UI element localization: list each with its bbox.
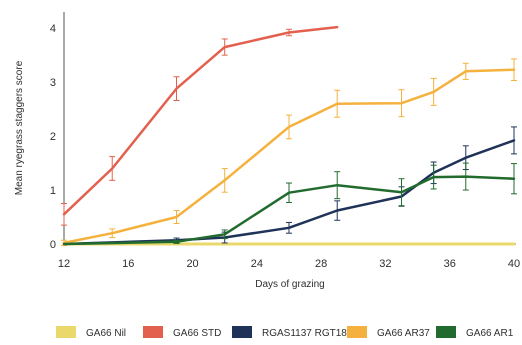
x-tick-label: 16 bbox=[122, 258, 134, 270]
x-tick-label: 12 bbox=[58, 258, 70, 270]
x-axis-title: Days of grazing bbox=[255, 279, 324, 290]
error-bar bbox=[109, 228, 116, 239]
y-axis-title: Mean ryegrass staggers score bbox=[14, 60, 25, 195]
error-bar bbox=[221, 229, 228, 240]
series-group bbox=[61, 25, 339, 226]
error-bar bbox=[173, 76, 180, 101]
axes-group bbox=[63, 12, 516, 245]
error-bar bbox=[109, 156, 116, 181]
error-bar bbox=[511, 58, 517, 82]
legend-label: GA66 AR37 bbox=[377, 328, 430, 339]
legend-item: GA66 STD bbox=[143, 326, 221, 339]
x-tick-label: 28 bbox=[315, 258, 327, 270]
error-bar bbox=[398, 89, 405, 118]
legend-swatch bbox=[143, 326, 163, 338]
series-line bbox=[62, 68, 516, 245]
legend-swatch bbox=[436, 326, 456, 338]
legend-label: GA66 STD bbox=[173, 328, 221, 339]
series-group bbox=[62, 162, 517, 246]
legend-swatch bbox=[56, 326, 76, 338]
y-tick-label: 0 bbox=[50, 239, 56, 251]
plot-series bbox=[61, 25, 517, 247]
series-line bbox=[62, 25, 339, 216]
error-bar bbox=[462, 62, 469, 80]
error-bar bbox=[173, 239, 180, 244]
y-tick-label: 1 bbox=[50, 185, 56, 197]
x-tick-labels: 12 16 20 24 28 32 36 40 bbox=[58, 258, 520, 270]
x-tick-label: 36 bbox=[444, 258, 456, 270]
legend-swatch bbox=[232, 326, 252, 338]
legend-item: GA66 Nil bbox=[56, 326, 126, 339]
legend-label: GA66 Nil bbox=[86, 328, 126, 339]
legend-item: RGAS1137 RGT18 bbox=[232, 326, 347, 339]
x-tick-label: 32 bbox=[379, 258, 391, 270]
legend-swatch bbox=[347, 326, 367, 338]
error-bar bbox=[61, 203, 67, 226]
y-tick-label: 4 bbox=[50, 23, 56, 35]
error-bar bbox=[462, 162, 469, 191]
error-bar bbox=[286, 28, 292, 37]
y-tick-labels: 0 1 2 3 4 bbox=[50, 23, 56, 251]
error-bar bbox=[511, 126, 517, 155]
legend-label: GA66 AR1 bbox=[466, 328, 514, 339]
y-tick-label: 3 bbox=[50, 77, 56, 89]
error-bar bbox=[173, 210, 180, 224]
x-tick-label: 20 bbox=[186, 258, 198, 270]
y-tick-label: 2 bbox=[50, 131, 56, 143]
legend-item: GA66 AR37 bbox=[347, 326, 430, 339]
series-group bbox=[61, 58, 517, 247]
error-bar bbox=[286, 114, 292, 140]
x-tick-label: 40 bbox=[508, 258, 520, 270]
error-bar bbox=[286, 182, 292, 203]
error-bar bbox=[398, 178, 405, 207]
error-bar bbox=[334, 200, 341, 221]
error-bar bbox=[334, 89, 341, 118]
legend: GA66 Nil GA66 STD RGAS1137 RGT18 GA66 AR37 G… bbox=[56, 326, 514, 339]
error-bar bbox=[430, 164, 437, 190]
error-bar bbox=[286, 221, 292, 234]
error-bar bbox=[221, 167, 228, 193]
error-bar bbox=[430, 77, 437, 106]
error-bar bbox=[334, 171, 341, 200]
legend-label: RGAS1137 RGT18 bbox=[262, 328, 347, 339]
error-bar bbox=[221, 38, 228, 56]
legend-item: GA66 AR1 bbox=[436, 326, 514, 339]
error-bar bbox=[511, 163, 517, 195]
x-tick-label: 24 bbox=[251, 258, 263, 270]
